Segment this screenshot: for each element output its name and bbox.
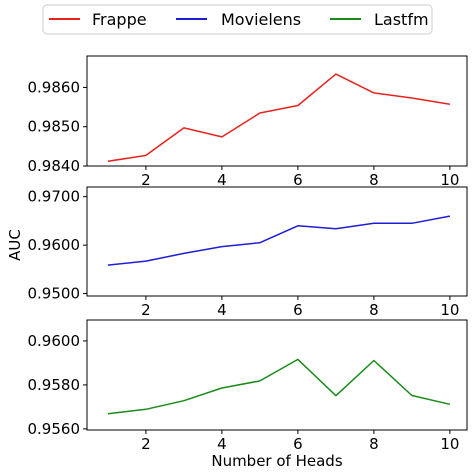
data-point-frappe-10 xyxy=(449,103,451,105)
data-point-lastfm-10 xyxy=(449,403,451,405)
x-tick-label-movielens-10: 10 xyxy=(440,301,459,319)
y-tick-label-movielens-0: 0.9500 xyxy=(28,285,81,303)
legend-label-movielens: Movielens xyxy=(221,10,301,29)
series-line-frappe xyxy=(107,73,451,163)
y-axis-label: AUC xyxy=(6,229,24,261)
data-point-frappe-9 xyxy=(411,97,413,99)
data-point-movielens-1 xyxy=(107,264,109,266)
y-tick-label-movielens-2: 0.9700 xyxy=(28,188,81,206)
data-point-movielens-6 xyxy=(297,225,299,227)
data-point-movielens-3 xyxy=(183,252,185,254)
panel-lastfm: 2 4 6 8 10 0.9560 0.9580 0.9600 xyxy=(28,319,468,453)
legend-label-frappe: Frappe xyxy=(92,10,147,29)
data-point-lastfm-9 xyxy=(411,394,413,396)
data-point-frappe-6 xyxy=(297,104,299,106)
x-tick-label-frappe-4: 4 xyxy=(217,171,227,189)
y-tick-label-frappe-2: 0.9860 xyxy=(28,78,81,96)
panels: 2 4 6 8 10 0.9840 0.9850 0.9860 2 4 6 8 10 0.9500 0.96… xyxy=(28,55,468,453)
data-point-movielens-10 xyxy=(449,215,451,217)
data-point-lastfm-2 xyxy=(145,408,147,410)
y-tick-label-frappe-0: 0.9840 xyxy=(28,157,81,175)
x-tick-label-movielens-2: 2 xyxy=(141,301,151,319)
x-tick-label-lastfm-8: 8 xyxy=(369,435,379,453)
data-point-frappe-3 xyxy=(183,127,185,129)
x-tick-label-frappe-10: 10 xyxy=(440,171,459,189)
legend: Frappe Movielens Lastfm xyxy=(42,4,433,35)
panel-movielens: 2 4 6 8 10 0.9500 0.9600 0.9700 xyxy=(28,186,468,319)
series-line-movielens xyxy=(107,215,451,266)
x-tick-label-movielens-4: 4 xyxy=(217,301,227,319)
data-point-frappe-7 xyxy=(335,73,337,75)
data-point-lastfm-8 xyxy=(373,359,375,361)
y-tick-label-lastfm-1: 0.9580 xyxy=(28,376,81,394)
data-point-frappe-8 xyxy=(373,92,375,94)
y-tick-label-lastfm-0: 0.9560 xyxy=(28,420,81,438)
data-point-lastfm-5 xyxy=(259,380,261,382)
data-point-movielens-4 xyxy=(221,245,223,247)
data-point-movielens-9 xyxy=(411,222,413,224)
data-point-lastfm-7 xyxy=(335,394,337,396)
data-point-lastfm-6 xyxy=(297,358,299,360)
data-point-lastfm-1 xyxy=(107,413,109,415)
y-tick-label-lastfm-2: 0.9600 xyxy=(28,332,81,350)
x-tick-label-lastfm-4: 4 xyxy=(217,435,227,453)
panel-frame-movielens xyxy=(86,186,468,297)
data-point-frappe-5 xyxy=(259,112,261,114)
y-tick-label-movielens-1: 0.9600 xyxy=(28,236,81,254)
x-tick-label-frappe-8: 8 xyxy=(369,171,379,189)
data-point-movielens-8 xyxy=(373,222,375,224)
x-axis-label: Number of Heads xyxy=(211,452,342,470)
panel-frame-frappe xyxy=(86,55,468,167)
x-tick-label-lastfm-6: 6 xyxy=(293,435,303,453)
x-tick-label-movielens-8: 8 xyxy=(369,301,379,319)
panel-frame-lastfm xyxy=(86,319,468,431)
x-tick-label-movielens-6: 6 xyxy=(293,301,303,319)
data-point-movielens-2 xyxy=(145,260,147,262)
x-tick-label-lastfm-10: 10 xyxy=(440,435,459,453)
x-tick-label-lastfm-2: 2 xyxy=(141,435,151,453)
data-point-frappe-2 xyxy=(145,154,147,156)
data-point-movielens-7 xyxy=(335,227,337,229)
series-line-lastfm xyxy=(107,358,451,415)
data-point-frappe-4 xyxy=(221,136,223,138)
legend-box xyxy=(42,4,433,35)
x-tick-label-frappe-6: 6 xyxy=(293,171,303,189)
data-point-movielens-5 xyxy=(259,242,261,244)
legend-label-lastfm: Lastfm xyxy=(374,10,429,29)
data-point-frappe-1 xyxy=(107,160,109,162)
x-tick-label-frappe-2: 2 xyxy=(141,171,151,189)
panel-frappe: 2 4 6 8 10 0.9840 0.9850 0.9860 xyxy=(28,55,468,189)
y-tick-label-frappe-1: 0.9850 xyxy=(28,118,81,136)
data-point-lastfm-3 xyxy=(183,400,185,402)
data-point-lastfm-4 xyxy=(221,387,223,389)
